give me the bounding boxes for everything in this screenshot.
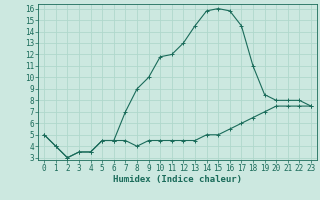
X-axis label: Humidex (Indice chaleur): Humidex (Indice chaleur) (113, 175, 242, 184)
